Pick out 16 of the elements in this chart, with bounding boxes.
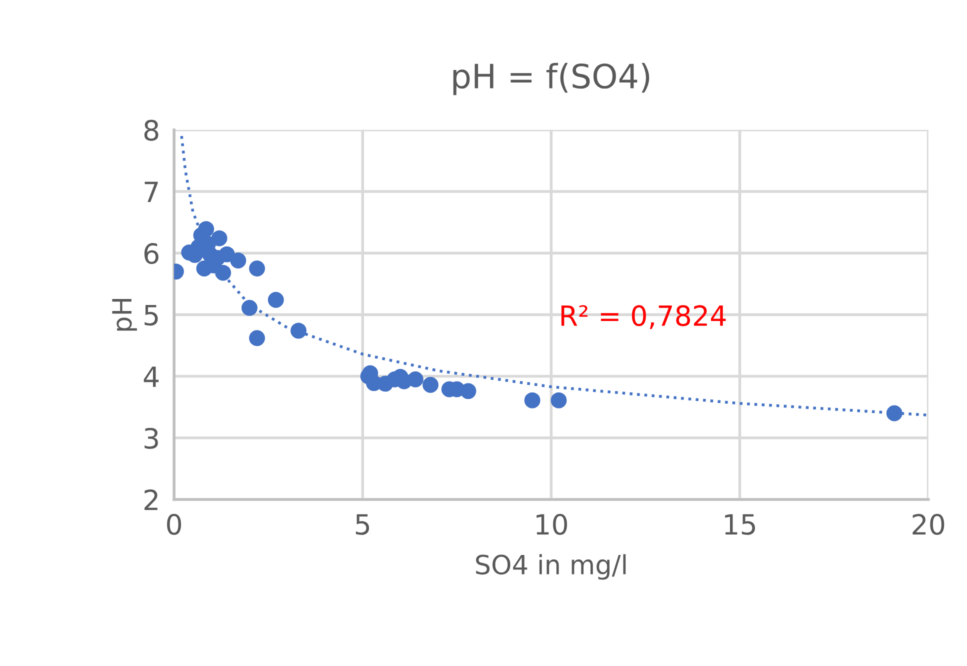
y-tick-label: 2	[144, 489, 158, 510]
y-tick-label: 5	[144, 304, 158, 326]
annotation: R² = 0,7824	[561, 305, 726, 330]
x-axis-title: SO4 in mg/l	[476, 554, 626, 580]
x-tick-label: 0	[167, 514, 182, 535]
y-tick-label: 4	[144, 366, 159, 387]
x-tick-label: 20	[912, 514, 944, 535]
y-tick-label: 6	[144, 243, 158, 264]
x-tick-label: 10	[536, 514, 568, 535]
x-tick-label: 15	[725, 514, 755, 535]
y-tick-label: 3	[144, 428, 158, 449]
x-tick-label: 5	[356, 514, 370, 535]
y-tick-label: 7	[144, 182, 158, 202]
y-axis-title: pH	[112, 298, 137, 331]
y-tick-label: 8	[144, 120, 158, 141]
chart-title: pH = f(SO4)	[453, 62, 650, 96]
